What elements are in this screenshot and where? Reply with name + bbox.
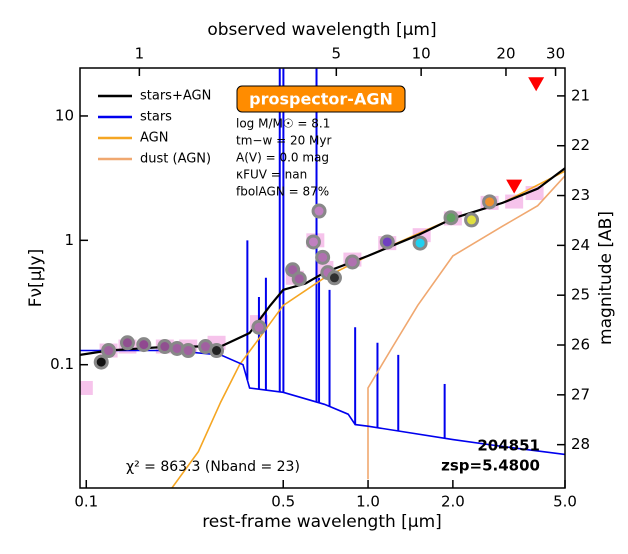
y2-tick-label: 28 bbox=[571, 435, 590, 453]
x2-tick-label: 30 bbox=[546, 45, 565, 63]
x-tick-label: 0.5 bbox=[271, 493, 295, 511]
legend-label: stars+AGN bbox=[140, 89, 211, 104]
x2-tick-label: 5 bbox=[332, 45, 342, 63]
observed-point bbox=[443, 210, 459, 226]
object-id: 204851 bbox=[477, 437, 540, 455]
y2-tick-label: 22 bbox=[571, 136, 590, 154]
x-label: rest-frame wavelength [μm] bbox=[202, 512, 442, 532]
model-point bbox=[80, 380, 93, 395]
y2-tick-label: 26 bbox=[571, 336, 590, 354]
x2-tick-label: 1 bbox=[135, 45, 145, 63]
x-tick-label: 1.0 bbox=[356, 493, 380, 511]
y-tick-label: 0.1 bbox=[50, 355, 74, 373]
observed-point bbox=[379, 234, 395, 250]
annotation: fbolAGN = 87% bbox=[236, 185, 329, 199]
y2-tick-label: 23 bbox=[571, 186, 590, 204]
observed-point bbox=[326, 270, 342, 286]
y2-tick-label: 27 bbox=[571, 385, 590, 403]
observed-point bbox=[412, 235, 428, 251]
y-tick-label: 1 bbox=[64, 231, 74, 249]
x-tick-label: 5.0 bbox=[553, 493, 577, 511]
legend-label: stars bbox=[140, 110, 172, 125]
observed-point bbox=[464, 212, 480, 228]
observed-point bbox=[311, 203, 327, 219]
observed-point bbox=[305, 234, 321, 250]
observed-point bbox=[251, 319, 267, 335]
x2-tick-label: 20 bbox=[496, 45, 515, 63]
x2-label: observed wavelength [μm] bbox=[207, 20, 436, 40]
chi2-label: χ² = 863.3 (Nband = 23) bbox=[126, 459, 300, 475]
y2-tick-label: 21 bbox=[571, 86, 590, 104]
y2-tick-label: 25 bbox=[571, 286, 590, 304]
annotation: κFUV = nan bbox=[236, 168, 307, 182]
legend-label: AGN bbox=[140, 131, 168, 146]
x-tick-label: 0.1 bbox=[74, 493, 98, 511]
upper-limit bbox=[506, 179, 523, 194]
observed-point bbox=[344, 254, 360, 270]
observed-point bbox=[119, 335, 135, 351]
observed-point bbox=[209, 343, 225, 359]
observed-point bbox=[291, 271, 307, 287]
plot bbox=[80, 68, 565, 488]
observed-point bbox=[101, 343, 117, 359]
chart-title: prospector-AGN bbox=[249, 90, 393, 109]
upper-limit bbox=[528, 77, 545, 92]
y-tick-label: 10 bbox=[55, 106, 74, 124]
series-line bbox=[367, 175, 565, 480]
y-label: Fν[μJy] bbox=[26, 249, 46, 307]
model-point bbox=[505, 194, 524, 209]
observed-point bbox=[136, 337, 152, 353]
observed-point bbox=[157, 339, 173, 355]
y2-label: magnitude [AB] bbox=[596, 211, 616, 345]
x2-tick-label: 10 bbox=[412, 45, 431, 63]
x-tick-label: 2.0 bbox=[441, 493, 465, 511]
redshift-label: zsp=5.4800 bbox=[441, 457, 540, 475]
observed-point bbox=[482, 194, 498, 210]
legend-label: dust (AGN) bbox=[140, 152, 211, 167]
annotation: log M/M☉ = 8.1 bbox=[236, 117, 330, 131]
annotation: tm−w = 20 Myr bbox=[236, 134, 331, 148]
annotation: A(V) = 0.0 mag bbox=[236, 151, 329, 165]
y2-tick-label: 24 bbox=[571, 236, 590, 254]
observed-point bbox=[180, 343, 196, 359]
observed-point bbox=[315, 249, 331, 265]
observed-point bbox=[93, 354, 109, 370]
title-box bbox=[236, 85, 406, 113]
frame bbox=[79, 67, 566, 489]
